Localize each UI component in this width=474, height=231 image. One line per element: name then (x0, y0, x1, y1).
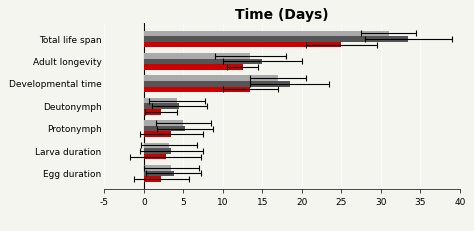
Bar (144, 81, 290, 87)
Bar (144, 109, 161, 115)
Bar (144, 87, 250, 92)
Bar (144, 131, 172, 137)
Bar (144, 171, 174, 176)
Bar (144, 126, 185, 131)
Bar (144, 148, 172, 154)
Bar (144, 64, 243, 70)
Bar (144, 165, 172, 171)
Bar (144, 42, 341, 47)
Bar (144, 36, 409, 42)
Bar (144, 31, 389, 36)
Bar (144, 76, 278, 81)
Bar (144, 103, 179, 109)
Bar (144, 120, 183, 126)
Bar (144, 98, 177, 103)
Bar (144, 59, 262, 64)
Title: Time (Days): Time (Days) (235, 8, 329, 22)
Bar (144, 176, 161, 182)
Bar (144, 53, 250, 59)
Bar (144, 143, 169, 148)
Bar (144, 154, 166, 159)
